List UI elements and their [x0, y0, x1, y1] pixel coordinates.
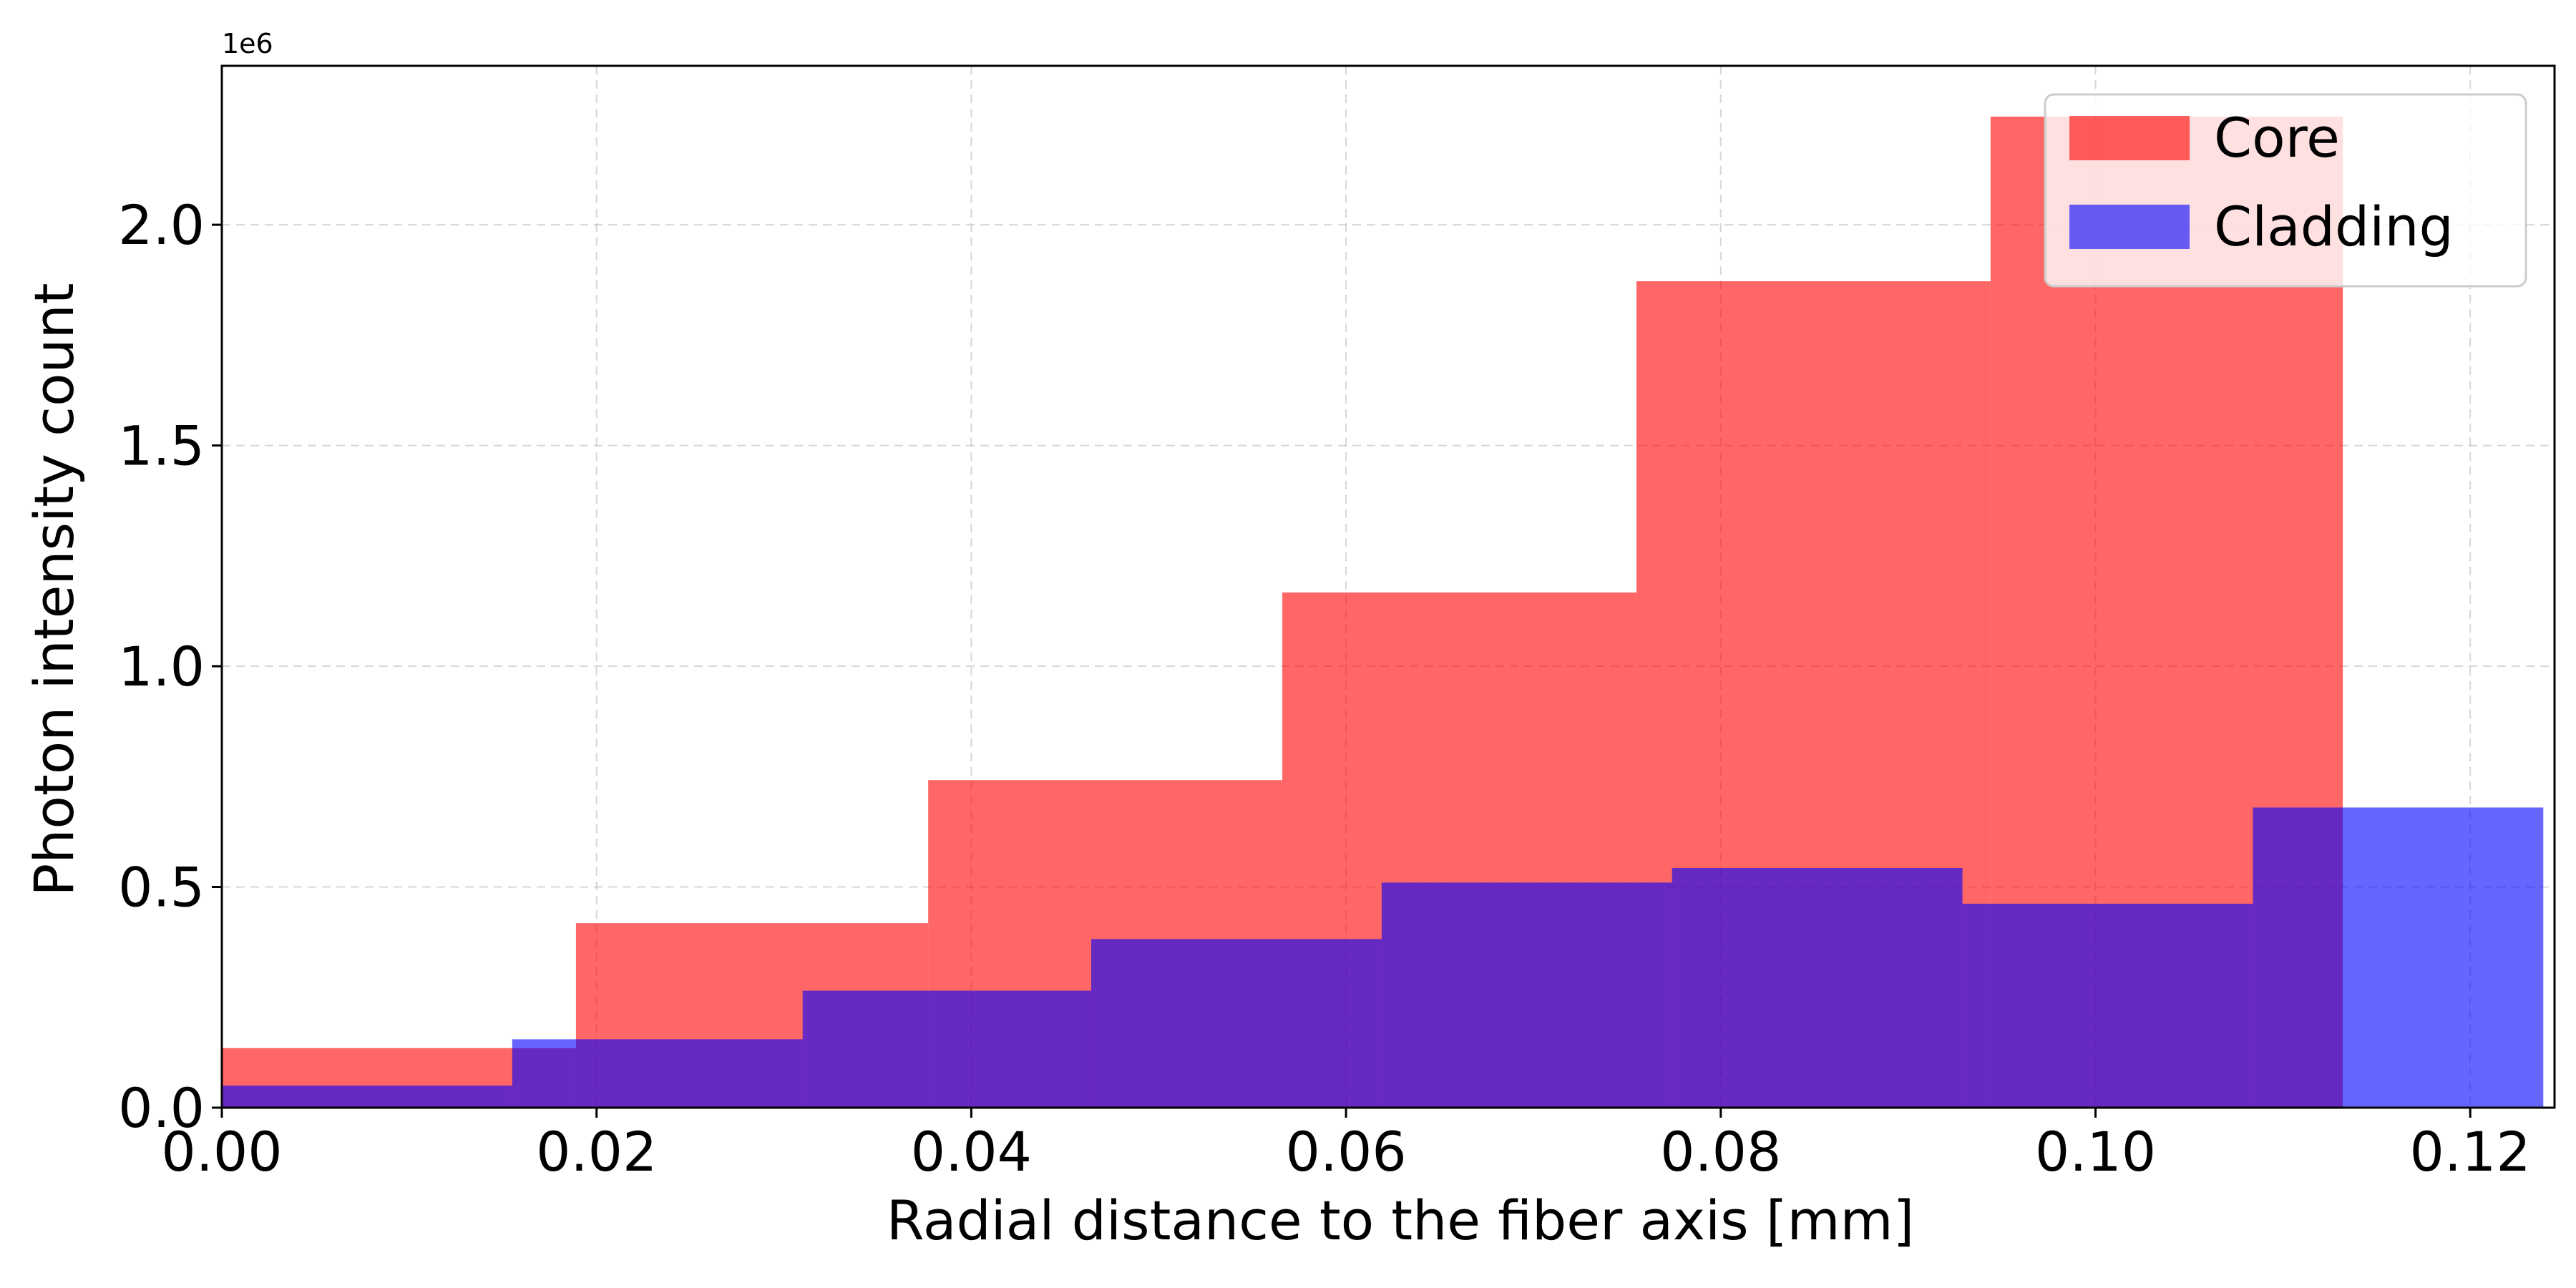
bar-cladding [2253, 807, 2544, 1108]
y-axis-label: Photon intensity count [22, 283, 86, 896]
x-tick-label: 0.06 [1285, 1120, 1406, 1184]
bar-cladding [1381, 882, 1672, 1108]
x-axis-ticks: 0.00 0.02 0.04 0.06 0.08 0.10 0.12 [161, 1108, 2531, 1184]
y-tick-label: 0.5 [118, 856, 205, 919]
y-axis-ticks: 0.0 0.5 1.0 1.5 2.0 [118, 193, 222, 1140]
bar-cladding [222, 1085, 512, 1108]
legend: Core Cladding [2044, 93, 2527, 288]
y-tick-label: 2.0 [118, 193, 205, 257]
y-axis-scale-label: 1e6 [222, 28, 273, 59]
y-tick-label: 1.5 [118, 414, 205, 478]
x-tick-label: 0.08 [1660, 1120, 1781, 1184]
x-tick-label: 0.02 [536, 1120, 657, 1184]
bar-cladding [802, 990, 1091, 1108]
legend-swatch-core [2069, 116, 2190, 160]
legend-label-cladding: Cladding [2214, 195, 2454, 258]
x-axis-label: Radial distance to the fiber axis [mm] [887, 1189, 1915, 1252]
x-tick-label: 0.04 [911, 1120, 1032, 1184]
bar-cladding [1672, 867, 1963, 1108]
y-tick-label: 1.0 [118, 635, 205, 698]
legend-swatch-cladding [2069, 205, 2190, 249]
plot-frame [220, 64, 2556, 1109]
x-tick-label: 0.00 [161, 1120, 282, 1184]
bar-cladding [512, 1039, 803, 1108]
legend-label-core: Core [2214, 106, 2340, 170]
x-tick-label: 0.10 [2035, 1120, 2156, 1184]
y-tick-label: 0.0 [118, 1076, 205, 1140]
x-tick-label: 0.12 [2410, 1120, 2531, 1184]
bar-cladding [1962, 903, 2253, 1108]
bar-cladding [1091, 939, 1382, 1108]
